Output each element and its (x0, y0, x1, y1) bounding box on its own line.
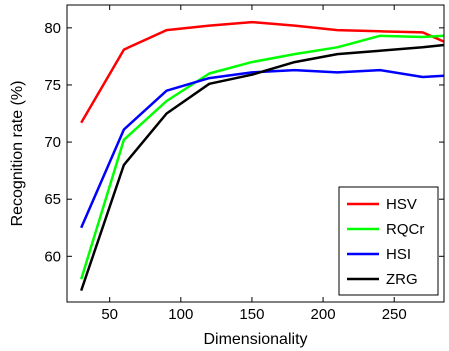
series-line-zrg (80, 43, 445, 292)
x-axis-title: Dimensionality (203, 331, 307, 348)
x-tick-label: 50 (101, 306, 118, 323)
x-tick-label: 150 (239, 306, 264, 323)
axes-frame (66, 4, 445, 303)
y-axis-title: Recognition rate (%) (9, 81, 26, 227)
series-line-rqcr (80, 34, 445, 280)
legend-label-hsi: HSI (386, 246, 411, 263)
legend-label-rqcr: RQCr (386, 221, 424, 238)
series-layer (80, 20, 445, 292)
series-line-hsi (80, 68, 445, 229)
x-tick-label: 250 (382, 306, 407, 323)
y-tick-label: 75 (44, 77, 61, 94)
axes-layer: 50 100 150 200 250 60 65 70 75 80 (44, 4, 445, 323)
y-tick-label: 80 (44, 20, 61, 37)
y-tick-label: 70 (44, 134, 61, 151)
x-tick-label: 100 (168, 306, 193, 323)
legend-label-hsv: HSV (386, 196, 417, 213)
x-tick-label: 200 (311, 306, 336, 323)
series-line-hsv (80, 20, 445, 124)
y-tick-label: 65 (44, 191, 61, 208)
legend: HSV RQCr HSI ZRG (338, 186, 439, 296)
legend-label-zrg: ZRG (386, 271, 418, 288)
y-tick-label: 60 (44, 248, 61, 265)
